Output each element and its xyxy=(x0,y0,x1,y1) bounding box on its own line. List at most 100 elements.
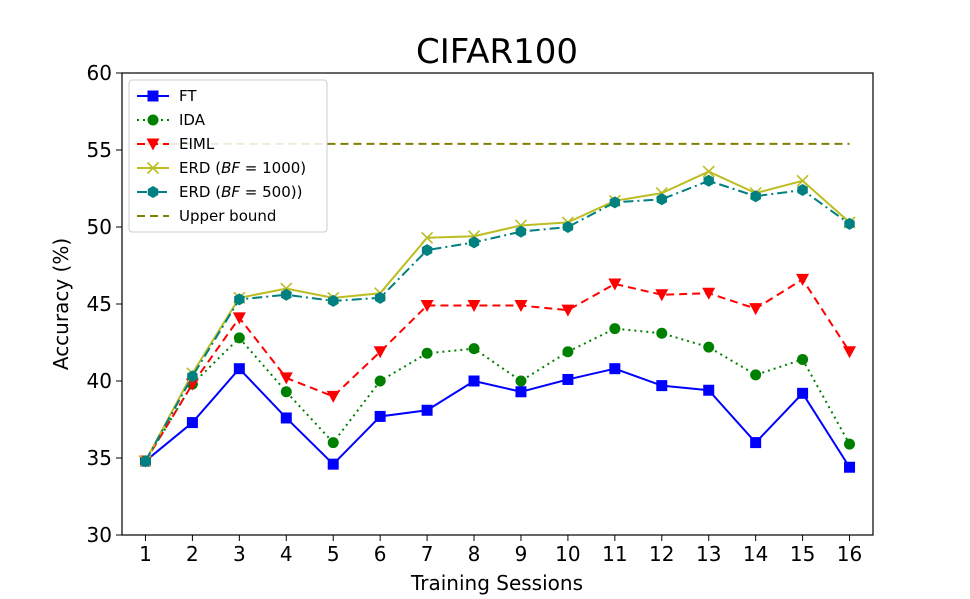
x-tick-label: 4 xyxy=(280,542,293,566)
legend-label-italic: BF xyxy=(221,159,240,177)
data-point xyxy=(796,273,810,286)
series-line xyxy=(144,327,851,462)
data-point xyxy=(703,384,715,396)
data-point xyxy=(703,174,714,187)
series-1 xyxy=(139,323,856,467)
legend-item: FT xyxy=(137,87,197,105)
data-point xyxy=(797,387,809,399)
data-point xyxy=(515,225,527,238)
legend-label: IDA xyxy=(179,111,206,129)
y-tick-label: 30 xyxy=(87,523,112,547)
data-point xyxy=(140,455,151,468)
series-line xyxy=(144,179,851,462)
data-point xyxy=(797,353,809,365)
legend-item: IDA xyxy=(137,111,206,129)
legend-label-main: ERD ( xyxy=(179,183,221,201)
data-point xyxy=(562,346,574,358)
x-tick-label: 16 xyxy=(837,542,862,566)
data-point xyxy=(374,375,386,387)
data-point xyxy=(281,288,292,301)
plot-frame xyxy=(121,72,874,536)
data-point xyxy=(374,410,386,422)
data-point xyxy=(844,438,856,450)
legend-label-rest: = 500)) xyxy=(240,183,302,201)
series-line xyxy=(144,278,851,462)
legend-marker xyxy=(147,186,159,198)
legend-item: ERD (BF = 500)) xyxy=(137,183,302,201)
data-point xyxy=(561,304,575,317)
data-point xyxy=(844,461,856,473)
x-tick-label: 14 xyxy=(743,542,768,566)
legend-marker xyxy=(147,114,159,126)
x-tick-label: 6 xyxy=(374,542,387,566)
legend-marker xyxy=(146,138,160,151)
legend-label: Upper bound xyxy=(179,207,276,225)
y-tick-label: 50 xyxy=(87,215,112,239)
y-tick-label: 40 xyxy=(87,369,112,393)
data-point xyxy=(327,458,339,470)
legend-label: EIML xyxy=(179,135,215,153)
series-line xyxy=(144,170,851,462)
data-point xyxy=(656,193,667,206)
x-tick-label: 8 xyxy=(468,542,481,566)
data-point xyxy=(468,236,480,249)
data-point xyxy=(750,437,762,449)
series-line xyxy=(144,367,851,468)
data-point xyxy=(562,221,574,233)
x-axis: 1 2 3 4 5 6 7 8 9 10 11 12 13 14 15 16 xyxy=(139,535,862,566)
legend-label-rest: = 1000) xyxy=(240,159,306,177)
x-tick-label: 7 xyxy=(421,542,434,566)
legend-label: FT xyxy=(179,87,197,105)
data-point xyxy=(326,390,340,403)
x-tick-label: 1 xyxy=(139,542,152,566)
legend-label-main: ERD ( xyxy=(179,159,221,177)
data-point xyxy=(656,380,668,392)
legend-label: ERD (BF = 1000) xyxy=(179,159,306,177)
legend-label: ERD (BF = 500)) xyxy=(179,183,302,201)
data-point xyxy=(327,437,339,449)
legend-item: Upper bound xyxy=(137,207,276,225)
y-axis: 30 35 40 45 50 55 60 xyxy=(87,61,122,547)
x-tick-label: 3 xyxy=(233,542,246,566)
data-point xyxy=(421,231,434,244)
data-point xyxy=(562,373,574,385)
data-point xyxy=(279,372,293,385)
data-point xyxy=(609,363,621,375)
data-point xyxy=(232,312,246,325)
data-point xyxy=(468,343,480,355)
data-point xyxy=(514,300,528,313)
data-point xyxy=(609,196,621,209)
data-point xyxy=(655,289,669,302)
data-point xyxy=(420,300,434,313)
data-point xyxy=(373,346,387,359)
data-point xyxy=(421,347,433,359)
data-point xyxy=(750,190,761,203)
x-tick-label: 12 xyxy=(649,542,674,566)
data-point xyxy=(609,323,621,335)
x-tick-label: 10 xyxy=(555,542,580,566)
x-tick-label: 9 xyxy=(515,542,528,566)
data-point xyxy=(656,327,668,339)
y-tick-label: 60 xyxy=(87,61,112,85)
y-tick-label: 55 xyxy=(87,138,112,162)
data-point xyxy=(702,165,715,178)
data-point xyxy=(187,370,198,383)
data-point xyxy=(843,346,857,359)
x-axis-label: Training Sessions xyxy=(410,571,583,595)
data-point xyxy=(844,217,855,230)
data-point xyxy=(796,174,809,187)
data-point xyxy=(468,375,480,387)
x-tick-label: 15 xyxy=(790,542,815,566)
data-point xyxy=(233,363,245,375)
data-point xyxy=(280,412,292,424)
data-point xyxy=(749,303,763,316)
data-point xyxy=(185,378,199,391)
x-tick-label: 5 xyxy=(327,542,340,566)
data-point xyxy=(703,341,715,353)
data-point xyxy=(374,291,386,304)
legend-item: ERD (BF = 1000) xyxy=(137,159,306,177)
legend-box xyxy=(128,79,328,233)
x-tick-label: 13 xyxy=(696,542,721,566)
